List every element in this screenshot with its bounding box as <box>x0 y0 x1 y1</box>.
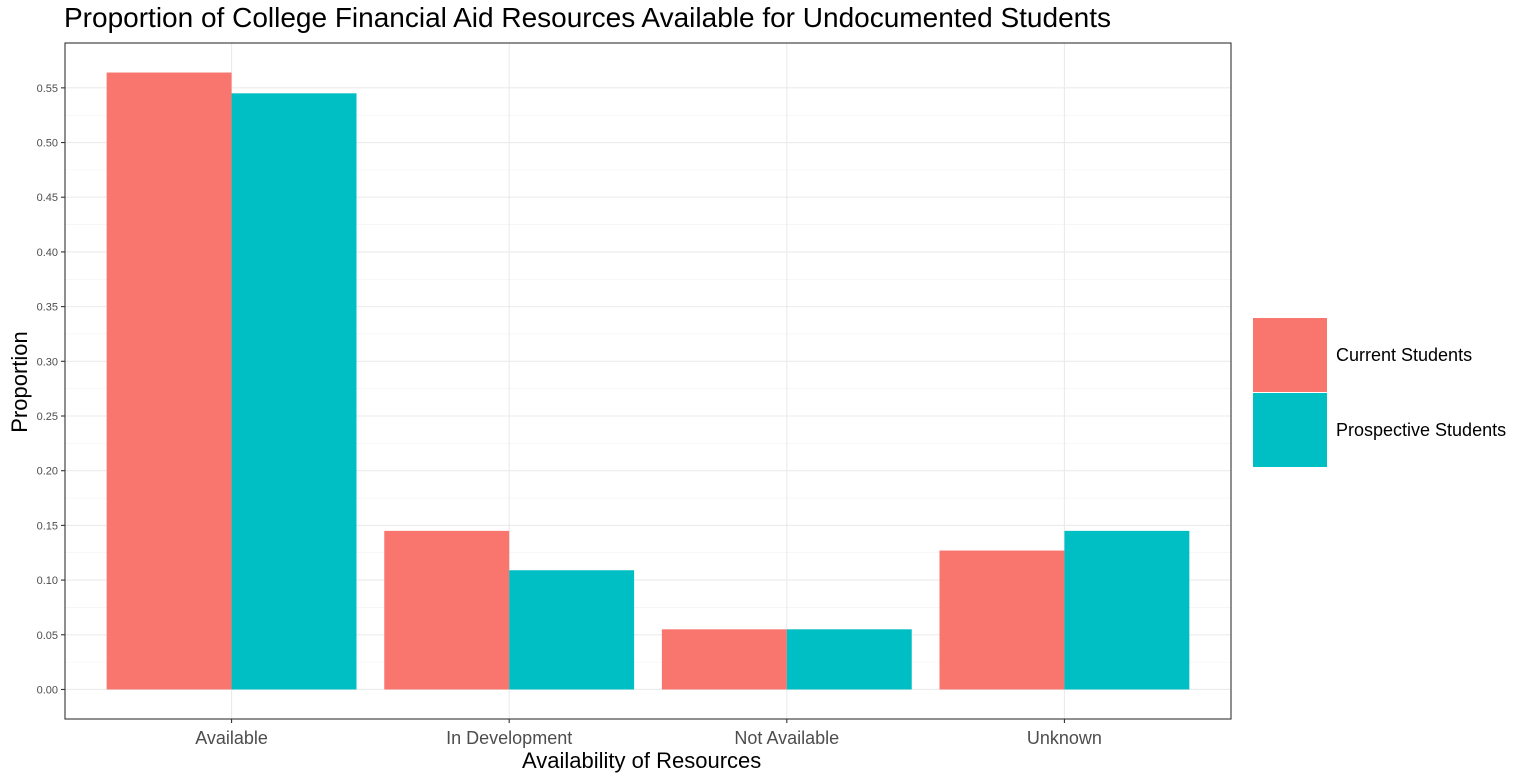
bar-current <box>384 530 510 690</box>
bar-current <box>939 550 1065 690</box>
x-tick-label: Not Available <box>734 728 839 748</box>
legend-swatch-current <box>1253 318 1327 392</box>
bar-prospective <box>231 93 357 690</box>
x-tick-label: Available <box>195 728 268 748</box>
y-tick-label: 0.15 <box>37 520 58 532</box>
y-tick-label: 0.45 <box>37 192 58 204</box>
y-tick-label: 0.35 <box>37 302 58 314</box>
y-tick-label: 0.40 <box>37 247 58 259</box>
bar-prospective <box>1064 530 1190 690</box>
y-tick-label: 0.00 <box>37 684 58 696</box>
bar-current <box>106 72 232 690</box>
bar-current <box>661 629 787 690</box>
y-tick-label: 0.55 <box>37 83 58 95</box>
bar-prospective <box>786 629 912 690</box>
y-tick-label: 0.25 <box>37 411 58 423</box>
y-tick-label: 0.20 <box>37 466 58 478</box>
legend: Current Students Prospective Students <box>1253 318 1506 468</box>
legend-item-current: Current Students <box>1253 318 1506 392</box>
legend-item-prospective: Prospective Students <box>1253 393 1506 467</box>
x-axis-label: Availability of Resources <box>522 748 762 773</box>
y-axis-label: Proportion <box>7 331 32 433</box>
y-tick-label: 0.50 <box>37 138 58 150</box>
chart-title: Proportion of College Financial Aid Reso… <box>64 2 1111 33</box>
legend-label-prospective: Prospective Students <box>1336 419 1507 440</box>
bar-prospective <box>509 570 635 690</box>
y-tick-label: 0.30 <box>37 356 58 368</box>
y-tick-label: 0.10 <box>37 575 58 587</box>
legend-swatch-prospective <box>1253 393 1327 467</box>
x-tick-label: Unknown <box>1027 728 1102 748</box>
legend-label-current: Current Students <box>1336 344 1473 365</box>
y-tick-label: 0.05 <box>37 630 58 642</box>
x-tick-label: In Development <box>446 728 572 748</box>
panel-border <box>64 42 1232 720</box>
